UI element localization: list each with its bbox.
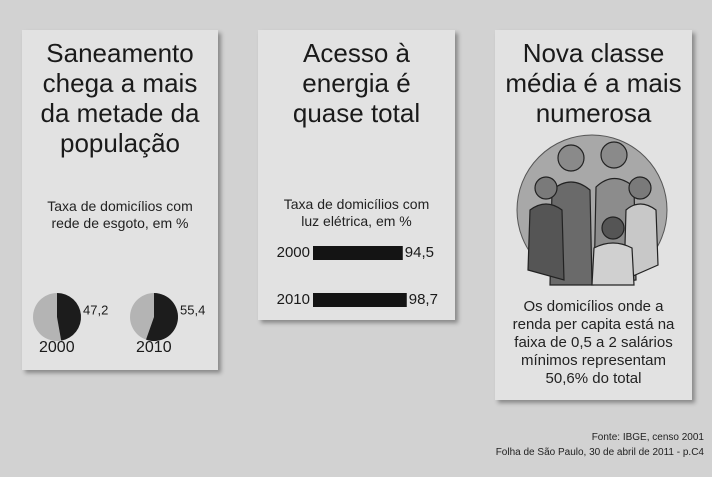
pie-slice [57, 293, 81, 341]
panel-title: Saneamento chega a mais da metade da pop… [40, 38, 200, 158]
value-label: 55,4 [180, 302, 205, 317]
panel-subtitle: Taxa de domicílios com rede de esgoto, e… [47, 198, 193, 231]
value-label: 94,5 [405, 244, 434, 261]
panel-energy: Acesso à energia é quase total Taxa de d… [258, 30, 455, 320]
bar [313, 293, 407, 307]
pie-slice [146, 293, 178, 341]
category-label: 2010 [277, 291, 310, 308]
family-illustration [516, 134, 668, 286]
panel-text: Os domicílios onde a renda per capita es… [512, 298, 675, 387]
panel-middle-class: Nova classe média é a mais numerosa Os d… [495, 30, 692, 400]
credit: Folha de São Paulo, 30 de abril de 2011 … [495, 447, 704, 458]
bar [313, 246, 403, 260]
panel-subtitle: Taxa de domicílios com luz elétrica, em … [283, 196, 430, 229]
category-label: 2000 [39, 339, 75, 356]
value-label: 98,7 [409, 291, 438, 308]
panel-title: Acesso à energia é quase total [292, 38, 421, 128]
category-label: 2000 [277, 244, 310, 261]
source: Fonte: IBGE, censo 2001 [591, 432, 704, 443]
category-label: 2010 [136, 339, 172, 356]
panel-title: Nova classe média é a mais numerosa [505, 38, 682, 128]
value-label: 47,2 [83, 302, 108, 317]
